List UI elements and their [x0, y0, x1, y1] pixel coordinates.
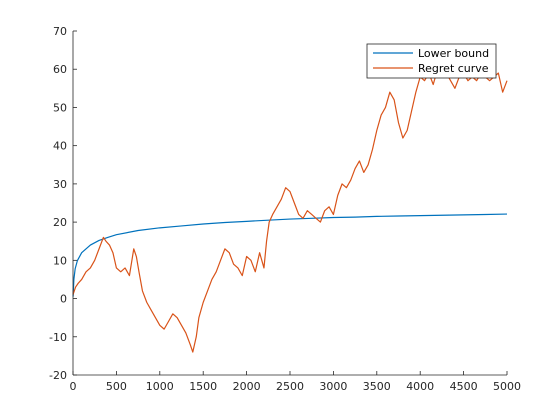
x-tick-label: 2500 — [276, 380, 304, 393]
y-tick-label: 70 — [53, 25, 67, 38]
y-tick-label: 0 — [60, 293, 67, 306]
x-axis-ticks: 0 500 1000 1500 2000 2500 3000 3500 4000 4500 5000 — [70, 371, 521, 393]
series-line-lower-bound — [72, 213, 508, 297]
y-tick-label: 10 — [53, 254, 67, 267]
x-tick-label: 5000 — [493, 380, 521, 393]
y-tick-label: 60 — [53, 63, 67, 76]
plot-area — [73, 31, 507, 375]
legend-label-lower-bound: Lower bound — [418, 47, 489, 60]
y-tick-label: 50 — [53, 101, 67, 114]
x-tick-label: 3500 — [363, 380, 391, 393]
x-tick-label: 4000 — [406, 380, 434, 393]
x-tick-label: 500 — [106, 380, 127, 393]
legend: Lower bound Regret curve — [366, 43, 497, 79]
y-tick-label: 20 — [53, 216, 67, 229]
y-tick-label: 30 — [53, 178, 67, 191]
y-tick-label: -10 — [49, 331, 67, 344]
x-tick-label: 1000 — [146, 380, 174, 393]
legend-label-regret-curve: Regret curve — [418, 62, 489, 75]
x-tick-label: 0 — [70, 380, 77, 393]
y-tick-label: 40 — [53, 140, 67, 153]
series-layer — [72, 68, 508, 353]
series-line-regret-curve — [72, 68, 508, 353]
x-tick-label: 2000 — [233, 380, 261, 393]
x-tick-label: 3000 — [319, 380, 347, 393]
x-tick-label: 4500 — [450, 380, 478, 393]
y-axis-ticks: -20 -10 0 10 20 30 40 50 60 70 — [49, 25, 77, 382]
y-tick-label: -20 — [49, 369, 67, 382]
legend-box — [366, 43, 497, 79]
x-tick-label: 1500 — [189, 380, 217, 393]
